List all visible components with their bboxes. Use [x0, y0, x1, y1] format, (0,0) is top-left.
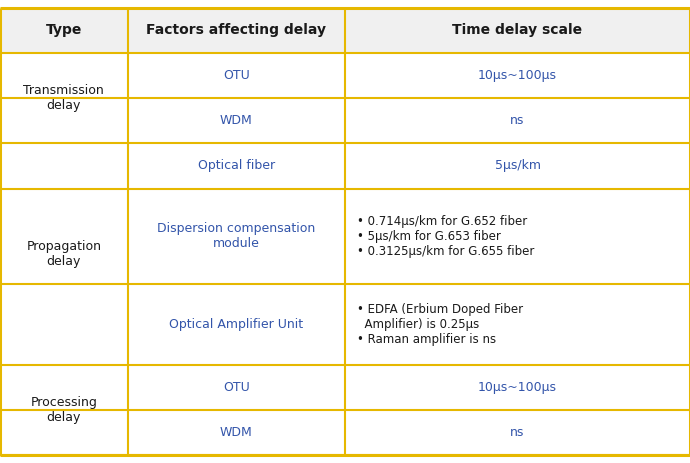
Bar: [128, 188, 345, 284]
Bar: [128, 410, 345, 455]
Bar: [345, 98, 690, 144]
Text: Dispersion compensation
module: Dispersion compensation module: [157, 222, 315, 250]
Bar: [0, 284, 128, 365]
Bar: [128, 8, 345, 53]
Bar: [128, 284, 345, 365]
Bar: [345, 53, 690, 98]
Text: Time delay scale: Time delay scale: [453, 23, 582, 38]
Text: OTU: OTU: [223, 381, 250, 394]
Bar: [0, 98, 128, 144]
Bar: [0, 8, 128, 53]
Bar: [0, 53, 128, 98]
Text: • EDFA (Erbium Doped Fiber
  Amplifier) is 0.25μs
• Raman amplifier is ns: • EDFA (Erbium Doped Fiber Amplifier) is…: [357, 303, 524, 346]
Bar: [128, 365, 345, 410]
Bar: [345, 365, 690, 410]
Bar: [0, 144, 128, 188]
Text: 10μs~100μs: 10μs~100μs: [478, 381, 557, 394]
Text: 10μs~100μs: 10μs~100μs: [478, 69, 557, 82]
Bar: [128, 98, 345, 144]
Text: ns: ns: [511, 426, 524, 439]
Bar: [345, 284, 690, 365]
Text: WDM: WDM: [220, 114, 253, 127]
Text: Optical fiber: Optical fiber: [198, 159, 275, 173]
Text: WDM: WDM: [220, 426, 253, 439]
Text: Optical Amplifier Unit: Optical Amplifier Unit: [169, 318, 304, 331]
Text: Type: Type: [46, 23, 82, 38]
Text: Factors affecting delay: Factors affecting delay: [146, 23, 326, 38]
Text: Processing
delay: Processing delay: [30, 396, 97, 424]
Bar: [345, 8, 690, 53]
Bar: [345, 144, 690, 188]
Bar: [345, 410, 690, 455]
Bar: [0, 188, 128, 284]
Bar: [0, 365, 128, 410]
Text: ns: ns: [511, 114, 524, 127]
Text: Transmission
delay: Transmission delay: [23, 84, 104, 112]
Bar: [128, 144, 345, 188]
Bar: [0, 410, 128, 455]
Text: 5μs/km: 5μs/km: [495, 159, 540, 173]
Text: OTU: OTU: [223, 69, 250, 82]
Bar: [345, 188, 690, 284]
Bar: [128, 53, 345, 98]
Text: • 0.714μs/km for G.652 fiber
• 5μs/km for G.653 fiber
• 0.3125μs/km for G.655 fi: • 0.714μs/km for G.652 fiber • 5μs/km fo…: [357, 215, 535, 257]
Text: Propagation
delay: Propagation delay: [26, 240, 101, 268]
